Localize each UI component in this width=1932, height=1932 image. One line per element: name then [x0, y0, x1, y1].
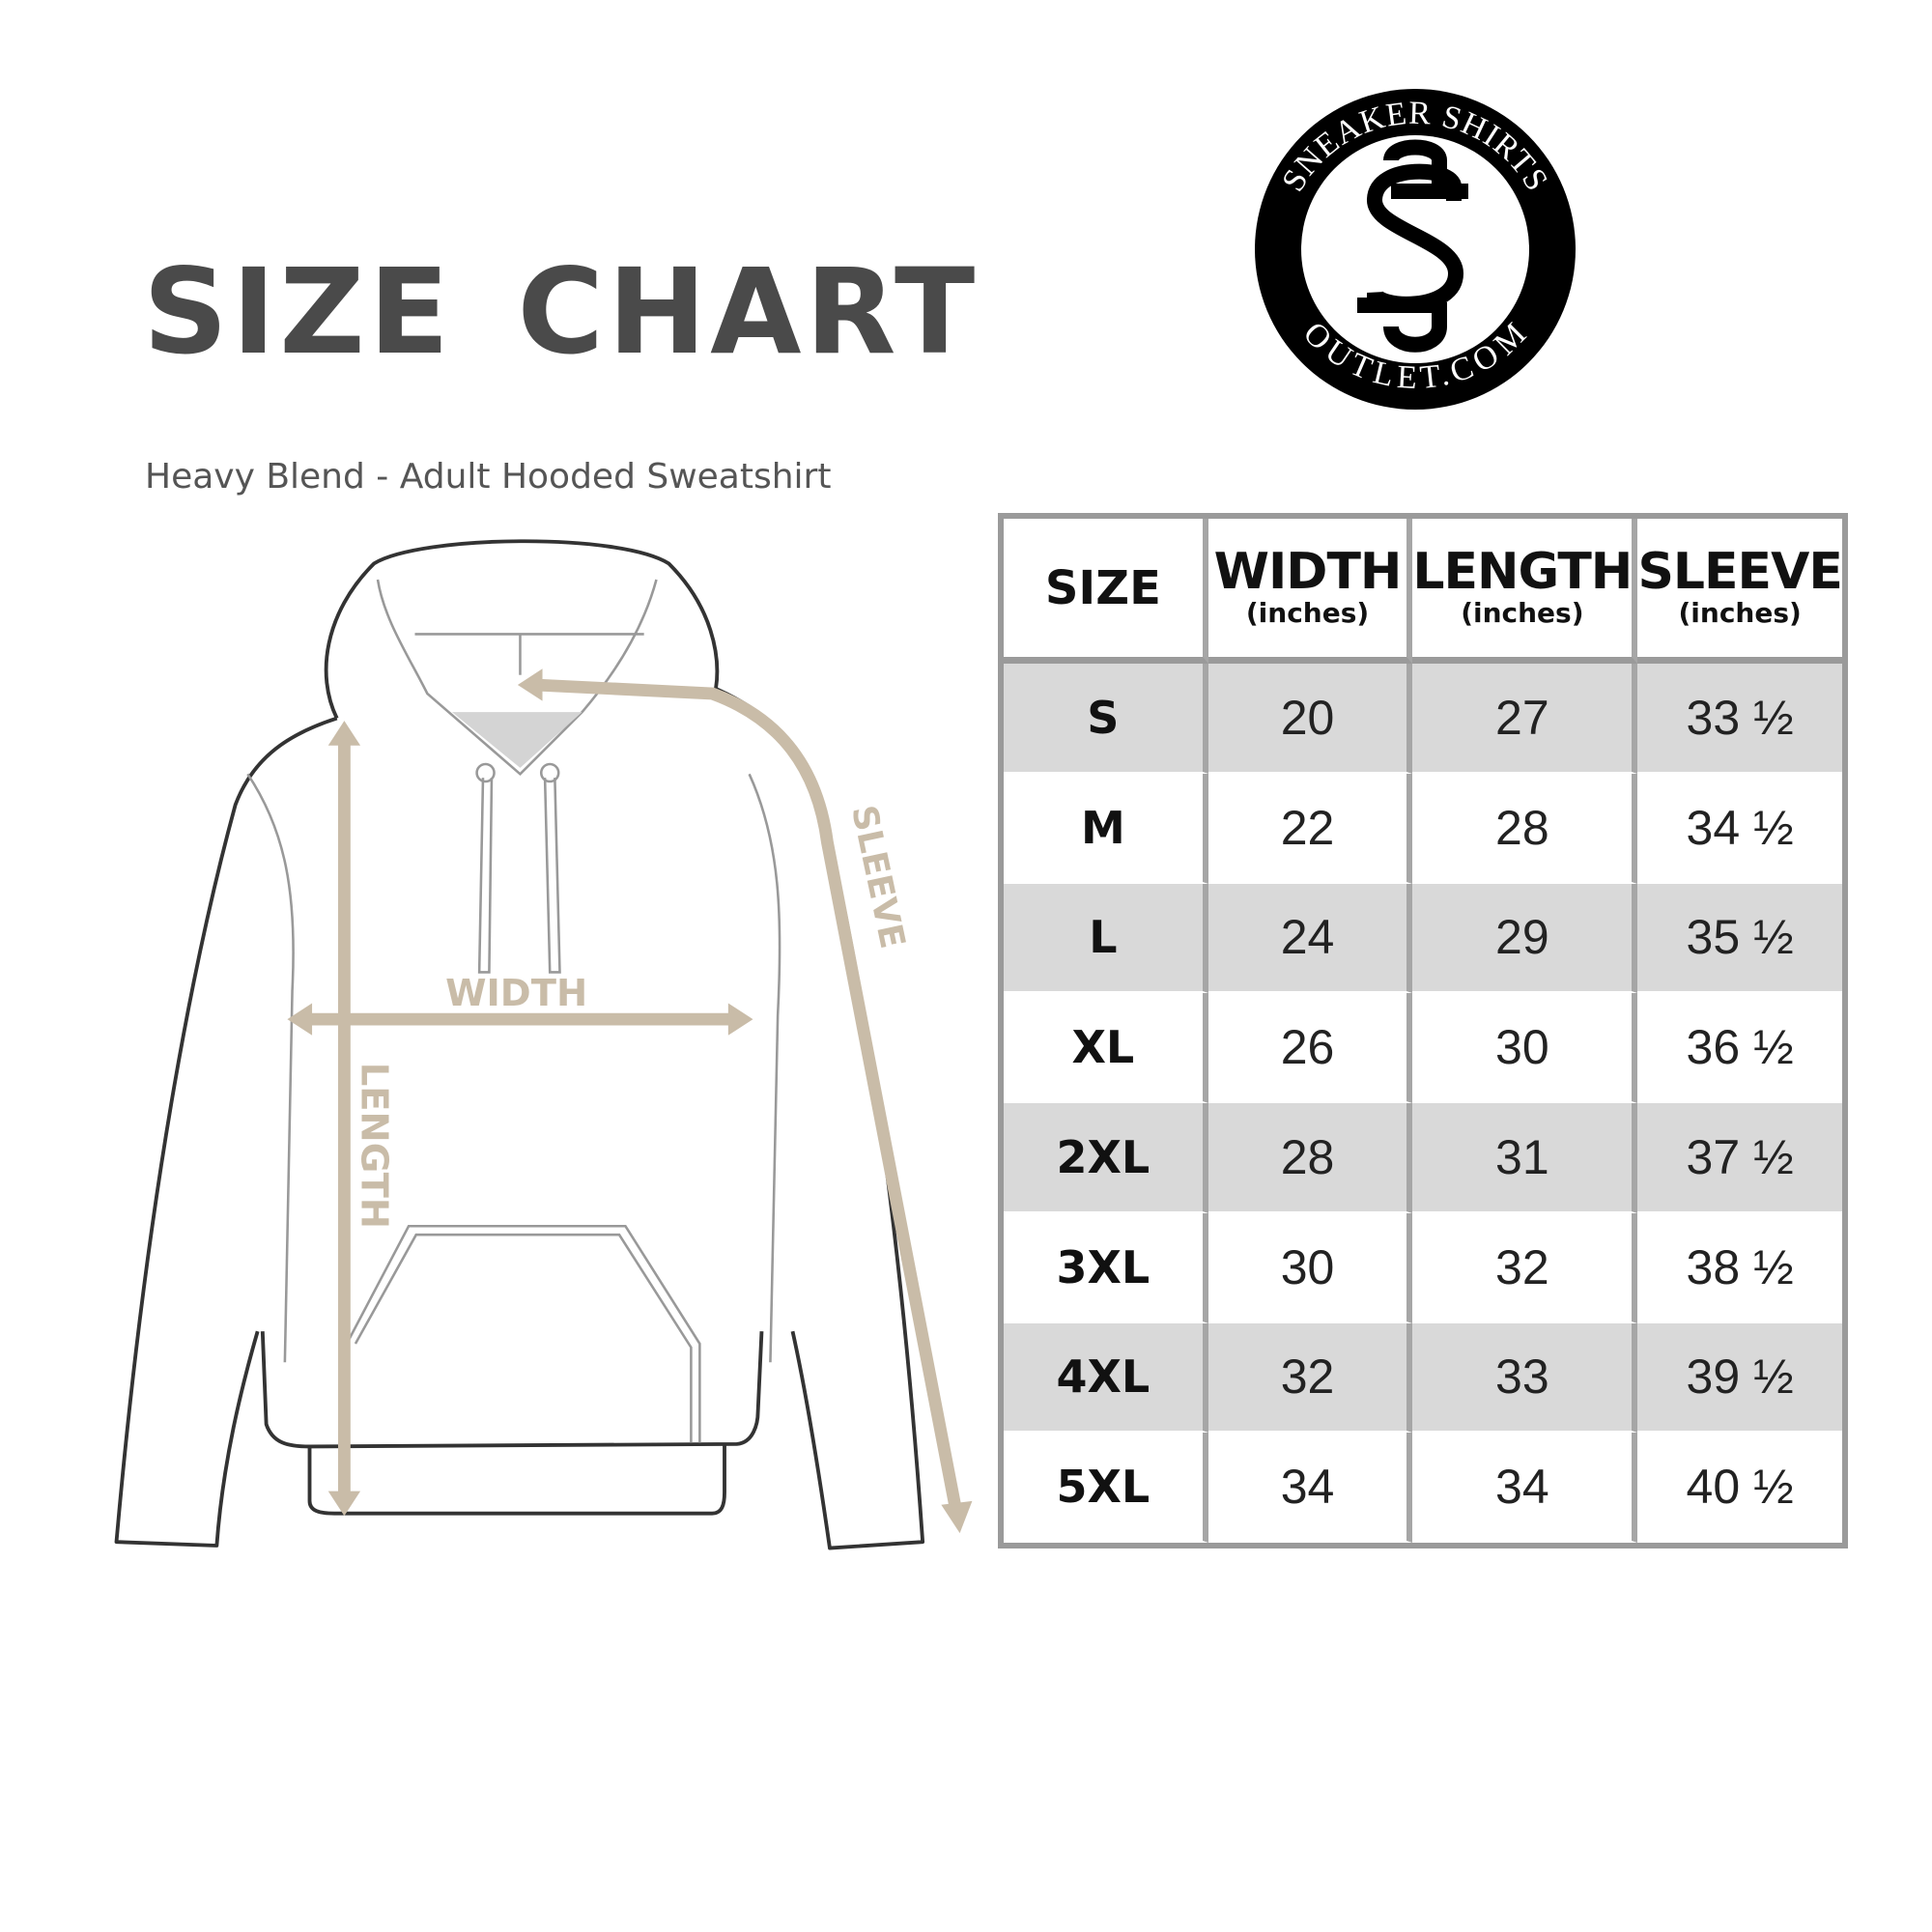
table-cell-length: 31	[1412, 1103, 1638, 1213]
table-cell-size: M	[1004, 773, 1208, 884]
header-label: SIZE	[1044, 560, 1161, 615]
table-cell-size: S	[1004, 664, 1208, 774]
table-cell-width: 34	[1208, 1433, 1413, 1543]
product-subtitle: Heavy Blend - Adult Hooded Sweatshirt	[145, 457, 832, 497]
monogram-icon	[1357, 139, 1468, 353]
table-cell-width: 28	[1208, 1103, 1413, 1213]
hoodie-inner-lines	[246, 579, 781, 1443]
table-cell-sleeve: 40 ½	[1637, 1433, 1842, 1543]
table-cell-size: 3XL	[1004, 1212, 1208, 1323]
table-cell-sleeve: 39 ½	[1637, 1322, 1842, 1434]
table-cell-length: 30	[1412, 993, 1638, 1103]
header-label: WIDTH	[1213, 542, 1403, 601]
table-cell-length: 28	[1412, 773, 1638, 884]
table-cell-length: 27	[1412, 664, 1638, 774]
table-cell-size: 2XL	[1004, 1103, 1208, 1213]
table-cell-sleeve: 33 ½	[1637, 664, 1842, 774]
header-width: WIDTH (inches)	[1208, 519, 1413, 664]
header-size: SIZE	[1004, 519, 1208, 664]
header-unit: (inches)	[1245, 596, 1370, 629]
page-title: SIZE CHART	[143, 243, 980, 381]
arrowheads	[287, 668, 973, 1534]
neck-panel	[451, 712, 582, 768]
table-cell-width: 26	[1208, 993, 1413, 1103]
table-cell-sleeve: 35 ½	[1637, 883, 1842, 994]
sleeve-arrow	[528, 678, 963, 1518]
table-cell-sleeve: 36 ½	[1637, 993, 1842, 1103]
sleeve-label: SLEEVE	[843, 802, 912, 952]
table-cell-size: XL	[1004, 993, 1208, 1103]
table-cell-width: 22	[1208, 773, 1413, 884]
header-label: LENGTH	[1412, 542, 1633, 601]
header-unit: (inches)	[1678, 596, 1802, 629]
table-cell-width: 30	[1208, 1212, 1413, 1323]
table-cell-length: 34	[1412, 1433, 1638, 1543]
table-cell-length: 33	[1412, 1322, 1638, 1434]
table-cell-size: 4XL	[1004, 1322, 1208, 1434]
header-sleeve: SLEEVE (inches)	[1637, 519, 1843, 664]
header-unit: (inches)	[1461, 596, 1584, 629]
table-cell-length: 29	[1412, 883, 1638, 994]
length-label: LENGTH	[352, 1063, 395, 1229]
table-cell-size: L	[1004, 883, 1208, 994]
table-cell-size: 5XL	[1004, 1433, 1208, 1543]
size-table: SIZE WIDTH (inches) LENGTH (inches) SLEE…	[998, 513, 1848, 1548]
table-cell-sleeve: 38 ½	[1637, 1213, 1842, 1323]
brand-logo: SNEAKER SHIRTS OUTLET.COM	[1255, 89, 1576, 410]
header-length: LENGTH (inches)	[1412, 519, 1638, 664]
table-cell-sleeve: 34 ½	[1637, 774, 1842, 884]
table-cell-width: 20	[1208, 664, 1413, 774]
table-cell-width: 24	[1208, 883, 1413, 994]
width-label: WIDTH	[445, 972, 587, 1015]
table-cell-sleeve: 37 ½	[1637, 1103, 1842, 1213]
header-label: SLEEVE	[1637, 542, 1842, 601]
table-cell-width: 32	[1208, 1322, 1413, 1434]
table-cell-length: 32	[1412, 1212, 1638, 1323]
hoodie-outline	[114, 539, 925, 1550]
measure-arrows	[297, 678, 963, 1518]
